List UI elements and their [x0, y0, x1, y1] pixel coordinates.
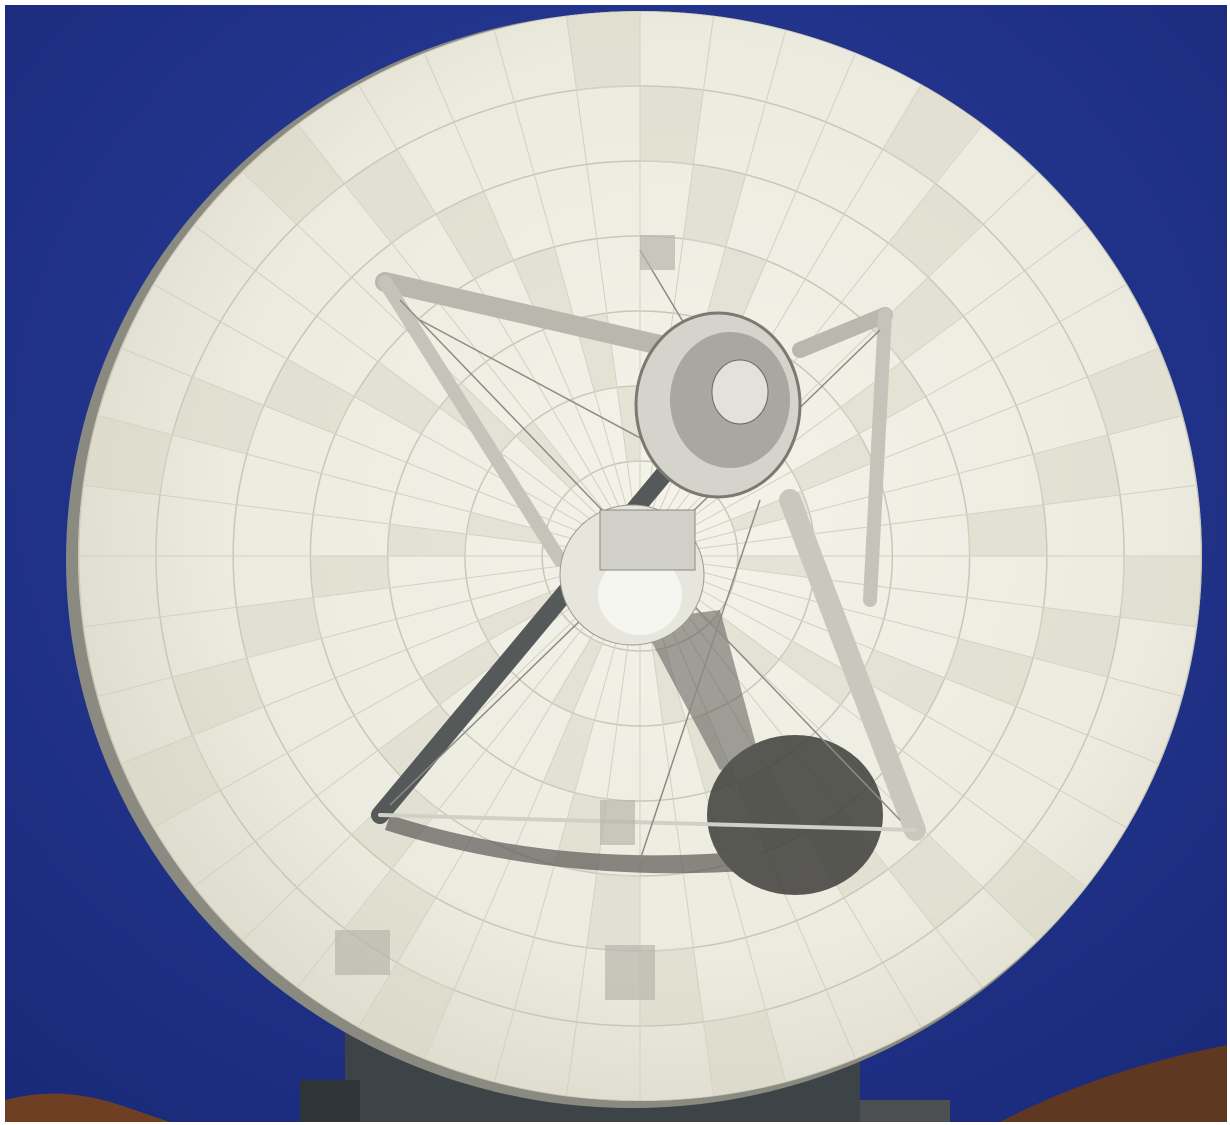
mount-shed	[860, 1100, 950, 1122]
panel	[172, 376, 265, 454]
patch	[335, 930, 390, 975]
panel-seam	[163, 555, 641, 910]
panel	[1119, 556, 1202, 628]
panel	[586, 873, 640, 951]
panel	[640, 86, 704, 165]
panel	[873, 276, 963, 362]
panel	[778, 641, 859, 706]
panel	[378, 705, 462, 783]
panel-seam	[409, 19, 641, 557]
patch	[600, 800, 635, 845]
leg	[378, 275, 567, 567]
panel-seam	[120, 265, 641, 557]
leg	[779, 489, 926, 841]
panel	[243, 123, 346, 224]
cone-window	[598, 555, 682, 635]
panel-seam	[85, 555, 641, 779]
panel	[1032, 607, 1120, 678]
wear-patches	[335, 235, 675, 1000]
panel-seam	[639, 555, 1202, 707]
cone-box	[599, 509, 696, 571]
panel-seam	[484, 555, 641, 1101]
panel-seam	[561, 11, 641, 557]
panel	[640, 947, 704, 1026]
panel	[513, 246, 575, 330]
panel-seam	[78, 479, 641, 557]
panel	[791, 433, 874, 491]
patch	[640, 235, 675, 270]
leg	[792, 307, 893, 358]
panel	[703, 1009, 786, 1097]
feed-cone	[559, 504, 705, 646]
panel	[617, 386, 640, 462]
panel-seam	[639, 479, 1202, 557]
panel	[982, 842, 1086, 942]
brace	[378, 813, 917, 832]
panel-seam	[639, 265, 1160, 557]
cone-shadow	[640, 610, 760, 770]
panel	[478, 592, 556, 641]
panel	[345, 148, 437, 243]
panel	[737, 556, 816, 579]
panel	[354, 361, 440, 434]
panel	[436, 191, 514, 279]
panel	[387, 524, 467, 556]
mount-stairs	[300, 1080, 360, 1122]
hill-right	[1000, 1045, 1227, 1122]
panel	[966, 504, 1047, 556]
panel	[310, 556, 390, 598]
panel-seam	[639, 555, 1195, 779]
leg-shadow	[385, 815, 760, 874]
panel	[683, 164, 746, 247]
quadripod	[371, 272, 926, 841]
panel	[359, 963, 455, 1060]
panel	[83, 414, 173, 495]
panel	[652, 647, 686, 725]
panel	[121, 735, 221, 829]
panel	[1032, 434, 1120, 505]
panel	[466, 512, 546, 544]
panel	[944, 638, 1033, 708]
leg	[375, 272, 670, 355]
panel	[421, 641, 502, 706]
patch	[605, 945, 655, 1000]
shadows	[385, 610, 883, 895]
subreflector-hub	[711, 359, 769, 425]
panel	[566, 11, 640, 91]
hill-left	[5, 1093, 170, 1122]
wire	[639, 499, 761, 861]
panel-seam	[78, 555, 641, 707]
panel	[887, 835, 983, 929]
subreflector	[634, 311, 802, 499]
panel	[858, 649, 945, 716]
panel	[264, 358, 355, 434]
panel-seam	[85, 333, 641, 557]
panel	[882, 84, 982, 184]
leg	[863, 308, 892, 607]
panel	[709, 613, 779, 677]
panel	[887, 183, 983, 277]
panel	[236, 597, 322, 659]
panel	[552, 638, 603, 714]
panel	[1087, 347, 1183, 435]
panel	[705, 246, 767, 330]
panel	[172, 658, 265, 736]
panel-seam	[639, 405, 1202, 557]
panel	[543, 713, 595, 793]
